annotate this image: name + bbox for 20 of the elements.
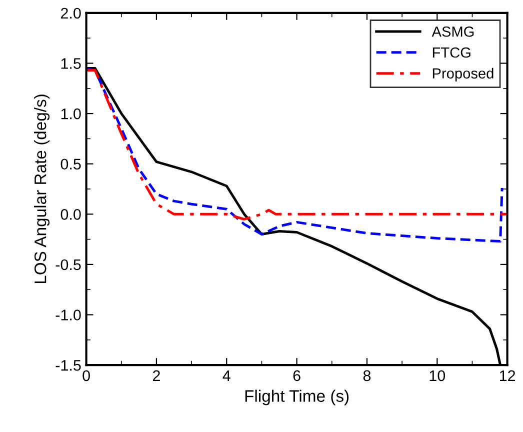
y-tick-label: -1.0 bbox=[56, 310, 81, 320]
x-tick-label: 2 bbox=[152, 370, 160, 381]
legend-label: ASMG bbox=[432, 26, 474, 37]
y-tick-label: -1.5 bbox=[56, 360, 81, 371]
legend-label: Proposed bbox=[432, 68, 494, 82]
x-tick-label: 0 bbox=[82, 370, 90, 382]
x-axis-title: Flight Time (s) bbox=[245, 390, 349, 406]
y-tick-label: 0.0 bbox=[60, 209, 81, 220]
x-tick-label: 6 bbox=[293, 370, 300, 382]
x-tick-label: 8 bbox=[363, 370, 371, 382]
y-tick-label: 0.5 bbox=[60, 158, 81, 170]
y-tick-label: -0.5 bbox=[56, 259, 81, 270]
y-axis-title: LOS Angular Rate (deg/s) bbox=[34, 94, 50, 284]
x-tick-label: 10 bbox=[430, 370, 446, 382]
x-tick-label: 12 bbox=[500, 370, 516, 381]
y-tick-label: 1.5 bbox=[61, 58, 81, 69]
x-tick-label: 4 bbox=[222, 370, 230, 381]
y-tick-label: 2.0 bbox=[60, 8, 81, 19]
legend-label: FTCG bbox=[432, 47, 470, 58]
y-tick-label: 1.0 bbox=[61, 108, 81, 120]
